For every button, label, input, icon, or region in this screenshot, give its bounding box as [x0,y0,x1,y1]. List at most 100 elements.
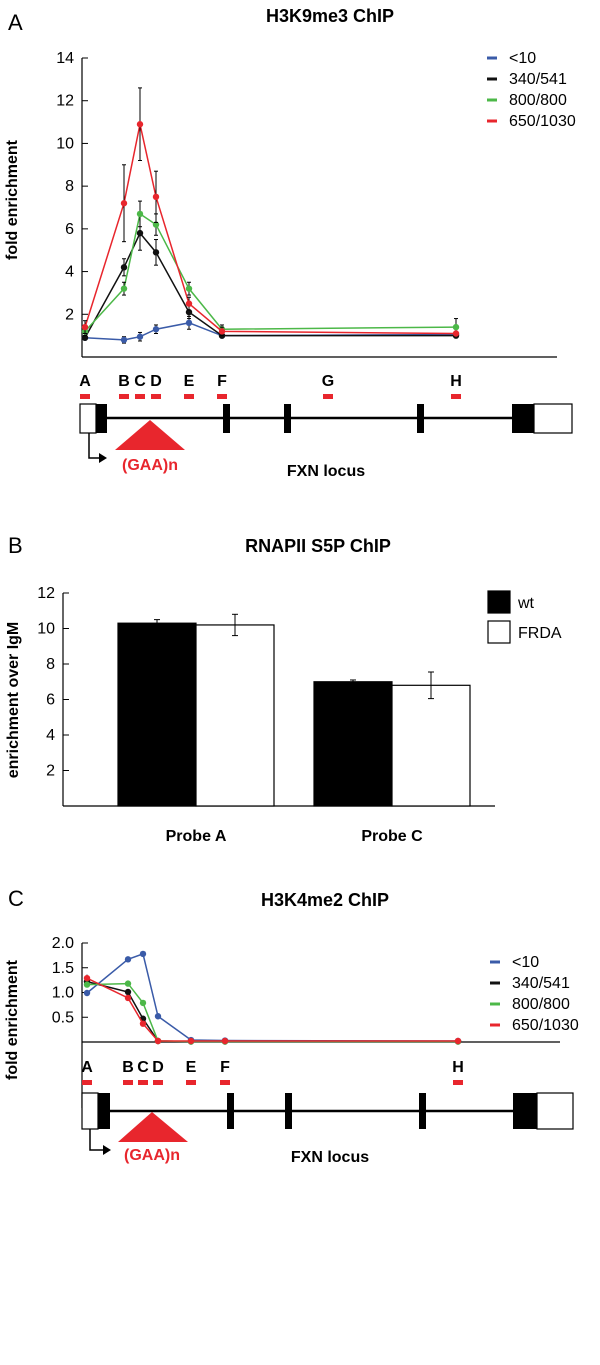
y-tick-label: 2.0 [52,935,74,952]
chart-title: RNAPII S5P ChIP [245,536,391,556]
probe-letter: C [137,1059,149,1076]
bar [195,624,275,807]
legend-label: wt [517,595,535,612]
probe-marker [119,394,129,399]
data-point [136,333,144,340]
exon-1 [96,404,107,433]
probe-marker [123,1080,133,1085]
tss-arrowhead-icon [99,453,107,463]
probe-marker [217,394,227,399]
data-point [120,336,128,344]
probe-letter: B [118,373,130,390]
legend-label: <10 [509,50,536,67]
data-point [221,1037,229,1045]
gaa-label: (GAA)n [124,1147,180,1164]
probe-marker [323,394,333,399]
y-tick-label: 12 [37,585,55,602]
y-axis-label: fold enrichment [4,959,21,1080]
data-point [139,999,147,1007]
legend-label: 650/1030 [512,1017,579,1034]
y-tick-label: 10 [37,621,55,638]
probe-marker [82,1080,92,1085]
exon-2 [223,404,230,433]
data-point [136,121,144,128]
probe-letter: B [122,1059,134,1076]
data-point [452,323,460,331]
legend-label: 800/800 [512,996,570,1013]
series-line [86,982,458,1043]
data-point [152,221,160,228]
exon-5 [513,1093,537,1129]
data-point [185,300,193,307]
data-point [120,264,128,271]
bars-group: Probe A Probe C [117,613,471,845]
data-point [139,1020,147,1027]
probe-marker [220,1080,230,1085]
panel-c-letter: C [8,886,24,911]
panel-a-letter: A [8,10,23,35]
y-axis-label: fold enrichment [4,139,21,260]
data-point [154,1013,162,1020]
probe-marker [80,394,90,399]
probe-letter: H [450,373,462,390]
bar [391,684,471,807]
probe-marker [451,394,461,399]
exon-1-utr [81,1092,99,1130]
exon-3 [285,1093,292,1129]
y-tick-label: 4 [65,264,74,281]
legend-swatch [487,590,511,614]
probe-letter: G [322,373,334,390]
y-tick-label: 6 [65,221,74,238]
probe-marker [184,394,194,399]
data-point [154,1037,162,1045]
probe-letter: F [217,373,227,390]
locus-label: FXN locus [291,1149,369,1166]
data-point [83,974,91,982]
tss-arrow-icon [88,433,100,459]
exon-5 [512,404,534,433]
data-point [452,330,460,337]
data-point [218,328,226,335]
probe-letter: H [452,1059,464,1076]
data-point [81,323,89,331]
probe-marker [453,1080,463,1085]
legend: wt FRDA [487,590,562,644]
legend-label: 340/541 [509,71,567,88]
panel-c-h3k4me2-chart: C H3K4me2 ChIP fold enrichment 0.5 1.0 1.5… [4,886,579,1166]
probe-letter: A [81,1059,93,1076]
data-point [124,956,132,963]
exon-5-utr [533,403,573,434]
y-tick-label: 2 [46,763,55,780]
probe-marker [186,1080,196,1085]
data-point [136,229,144,237]
probe-marker [153,1080,163,1085]
fxn-locus-diagram: (GAA)n FXN locus [79,403,573,480]
data-point [120,285,128,292]
legend-label: 340/541 [512,975,570,992]
probe-marker [135,394,145,399]
panel-b-rnapii-chart: B RNAPII S5P ChIP enrichment over IgM 2 4… [5,533,562,845]
data-point [185,319,193,327]
legend-label: FRDA [518,625,562,642]
data-point [152,193,160,201]
panel-b-letter: B [8,533,23,558]
series-line [86,977,458,1042]
exon-3 [284,404,291,433]
probe-marker [151,394,161,399]
exon-4 [417,404,424,433]
bar [117,622,197,807]
y-tick-label: 0.5 [52,1009,74,1026]
y-tick-label: 8 [46,656,55,673]
y-tick-label: 6 [46,692,55,709]
legend-label: 800/800 [509,92,567,109]
probe-marker [138,1080,148,1085]
data-point [83,981,91,988]
series-group [81,87,460,344]
chart-title: H3K9me3 ChIP [266,6,394,26]
legend-swatch [487,620,511,644]
locus-label: FXN locus [287,463,365,480]
probe-letter: F [220,1059,230,1076]
